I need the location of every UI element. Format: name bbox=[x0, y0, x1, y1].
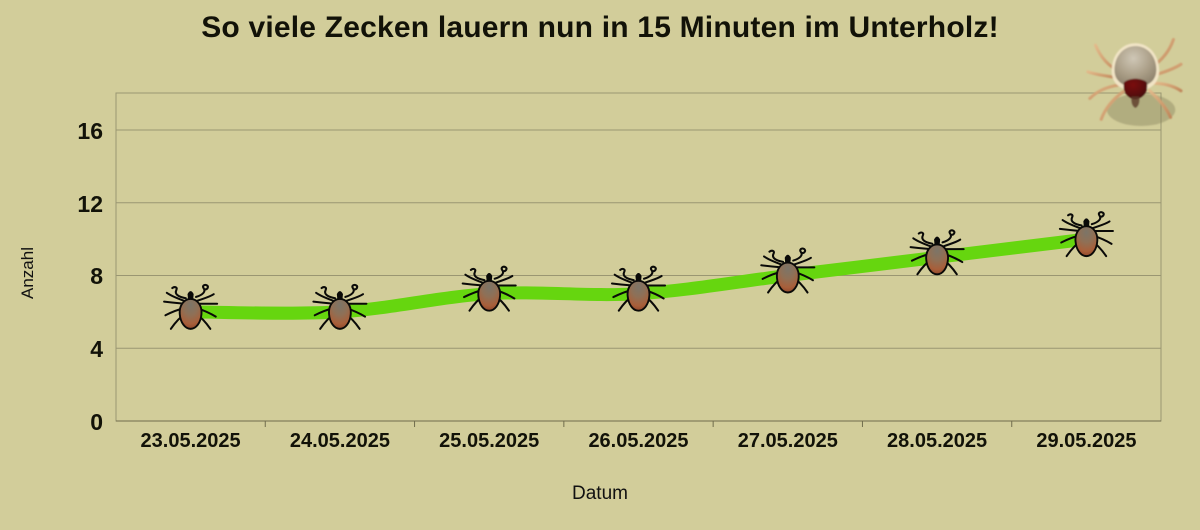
svg-text:12: 12 bbox=[77, 191, 103, 217]
svg-text:25.05.2025: 25.05.2025 bbox=[439, 430, 539, 452]
svg-text:26.05.2025: 26.05.2025 bbox=[588, 430, 688, 452]
svg-text:24.05.2025: 24.05.2025 bbox=[290, 430, 390, 452]
svg-text:23.05.2025: 23.05.2025 bbox=[141, 430, 241, 452]
svg-text:29.05.2025: 29.05.2025 bbox=[1036, 430, 1136, 452]
svg-text:4: 4 bbox=[90, 336, 103, 362]
svg-text:16: 16 bbox=[77, 118, 103, 144]
svg-text:28.05.2025: 28.05.2025 bbox=[887, 430, 987, 452]
svg-text:27.05.2025: 27.05.2025 bbox=[738, 430, 838, 452]
svg-text:8: 8 bbox=[90, 263, 103, 289]
svg-text:0: 0 bbox=[90, 409, 103, 435]
